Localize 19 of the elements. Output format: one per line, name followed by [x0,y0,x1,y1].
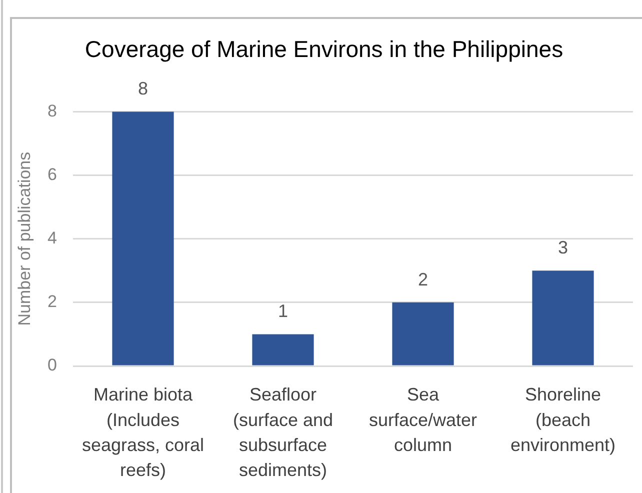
y-tick-label: 4 [48,228,57,248]
x-tick-label: Marine biota (Includes seagrass, coral reefs) [82,384,204,480]
y-tick-label: 2 [48,292,57,312]
data-label: 2 [418,269,428,290]
bar [532,270,594,366]
bar [112,112,174,366]
chart-title: Coverage of Marine Environs in the Philippines [84,36,564,62]
x-tick-label: Sea surface/water column [368,384,478,455]
data-label: 8 [138,78,148,99]
data-label: 3 [558,238,568,258]
y-tick-label: 0 [48,356,57,375]
bar [252,334,314,366]
y-tick-label: 8 [48,101,57,120]
y-tick-label: 6 [48,164,57,184]
data-label: 1 [278,301,288,322]
x-tick-label: Shoreline (beach environment) [510,384,616,455]
x-tick-label: Seafloor (surface and subsurface sediments) [232,384,334,480]
bar [392,302,454,366]
y-axis-title: Number of publications [14,152,34,326]
